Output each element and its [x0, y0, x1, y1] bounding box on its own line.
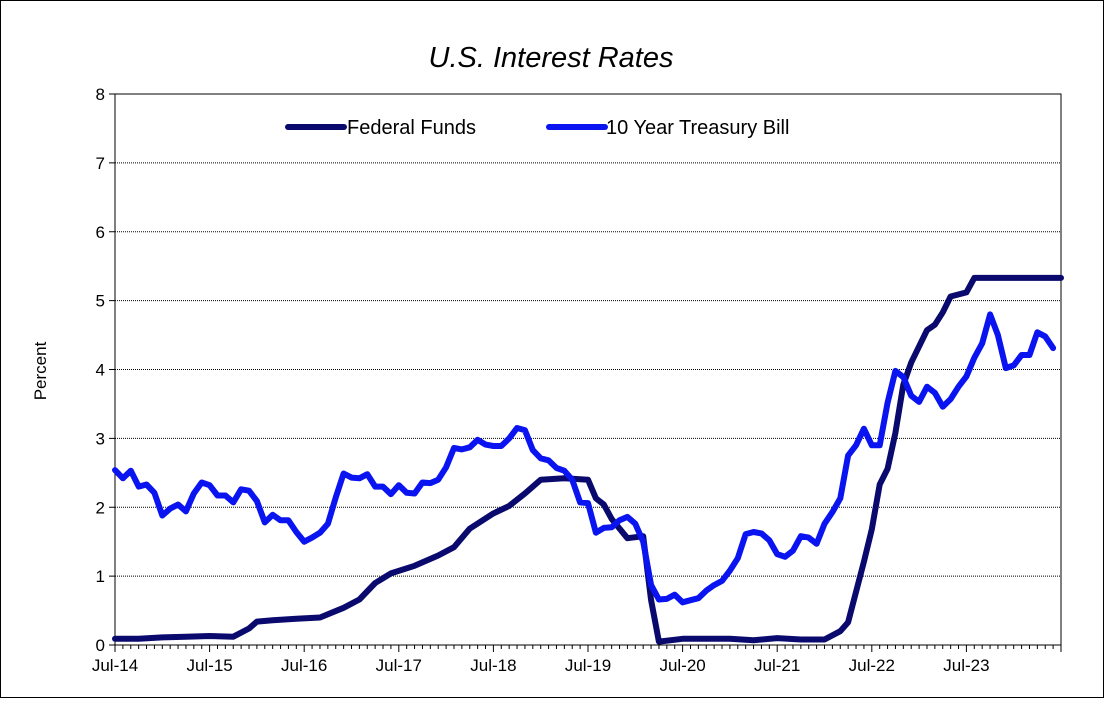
x-tick-label: Jul-17: [376, 656, 422, 675]
legend: Federal Funds 10 Year Treasury Bill: [285, 117, 789, 139]
y-tick-label: 8: [96, 85, 105, 104]
x-tick-label: Jul-22: [849, 656, 895, 675]
y-tick-label: 7: [96, 154, 105, 173]
series-line-10-year-treasury-bill: [112, 311, 1057, 606]
x-tick-label: Jul-15: [186, 656, 232, 675]
axes: 0 1 2 3 4 5 6 7 8 Jul-14 Jul-15 Jul-16 Jul-17 Jul-18 J…: [92, 85, 1062, 675]
y-axis-title: Percent: [31, 341, 50, 400]
y-tick-label: 5: [96, 292, 105, 311]
y-tick-label: 0: [96, 636, 105, 655]
legend-label-federal-funds: Federal Funds: [347, 117, 476, 139]
series: [112, 274, 1064, 645]
x-tick-label: Jul-21: [754, 656, 800, 675]
y-tick-label: 2: [96, 498, 105, 517]
x-tick-label: Jul-19: [565, 656, 611, 675]
y-tick-label: 6: [96, 223, 105, 242]
chart-title: U.S. Interest Rates: [429, 42, 674, 74]
x-tick-label: Jul-20: [659, 656, 705, 675]
x-tick-label: Jul-16: [281, 656, 327, 675]
y-tick-label: 4: [96, 361, 105, 380]
x-tick-label: Jul-23: [943, 656, 989, 675]
legend-label-10-year-treasury-bill: 10 Year Treasury Bill: [606, 117, 789, 139]
y-tick-label: 1: [96, 567, 105, 586]
x-tick-label: Jul-14: [92, 656, 138, 675]
y-tick-label: 3: [96, 429, 105, 448]
series-line-federal-funds: [112, 274, 1064, 645]
x-tick-label: Jul-18: [470, 656, 516, 675]
